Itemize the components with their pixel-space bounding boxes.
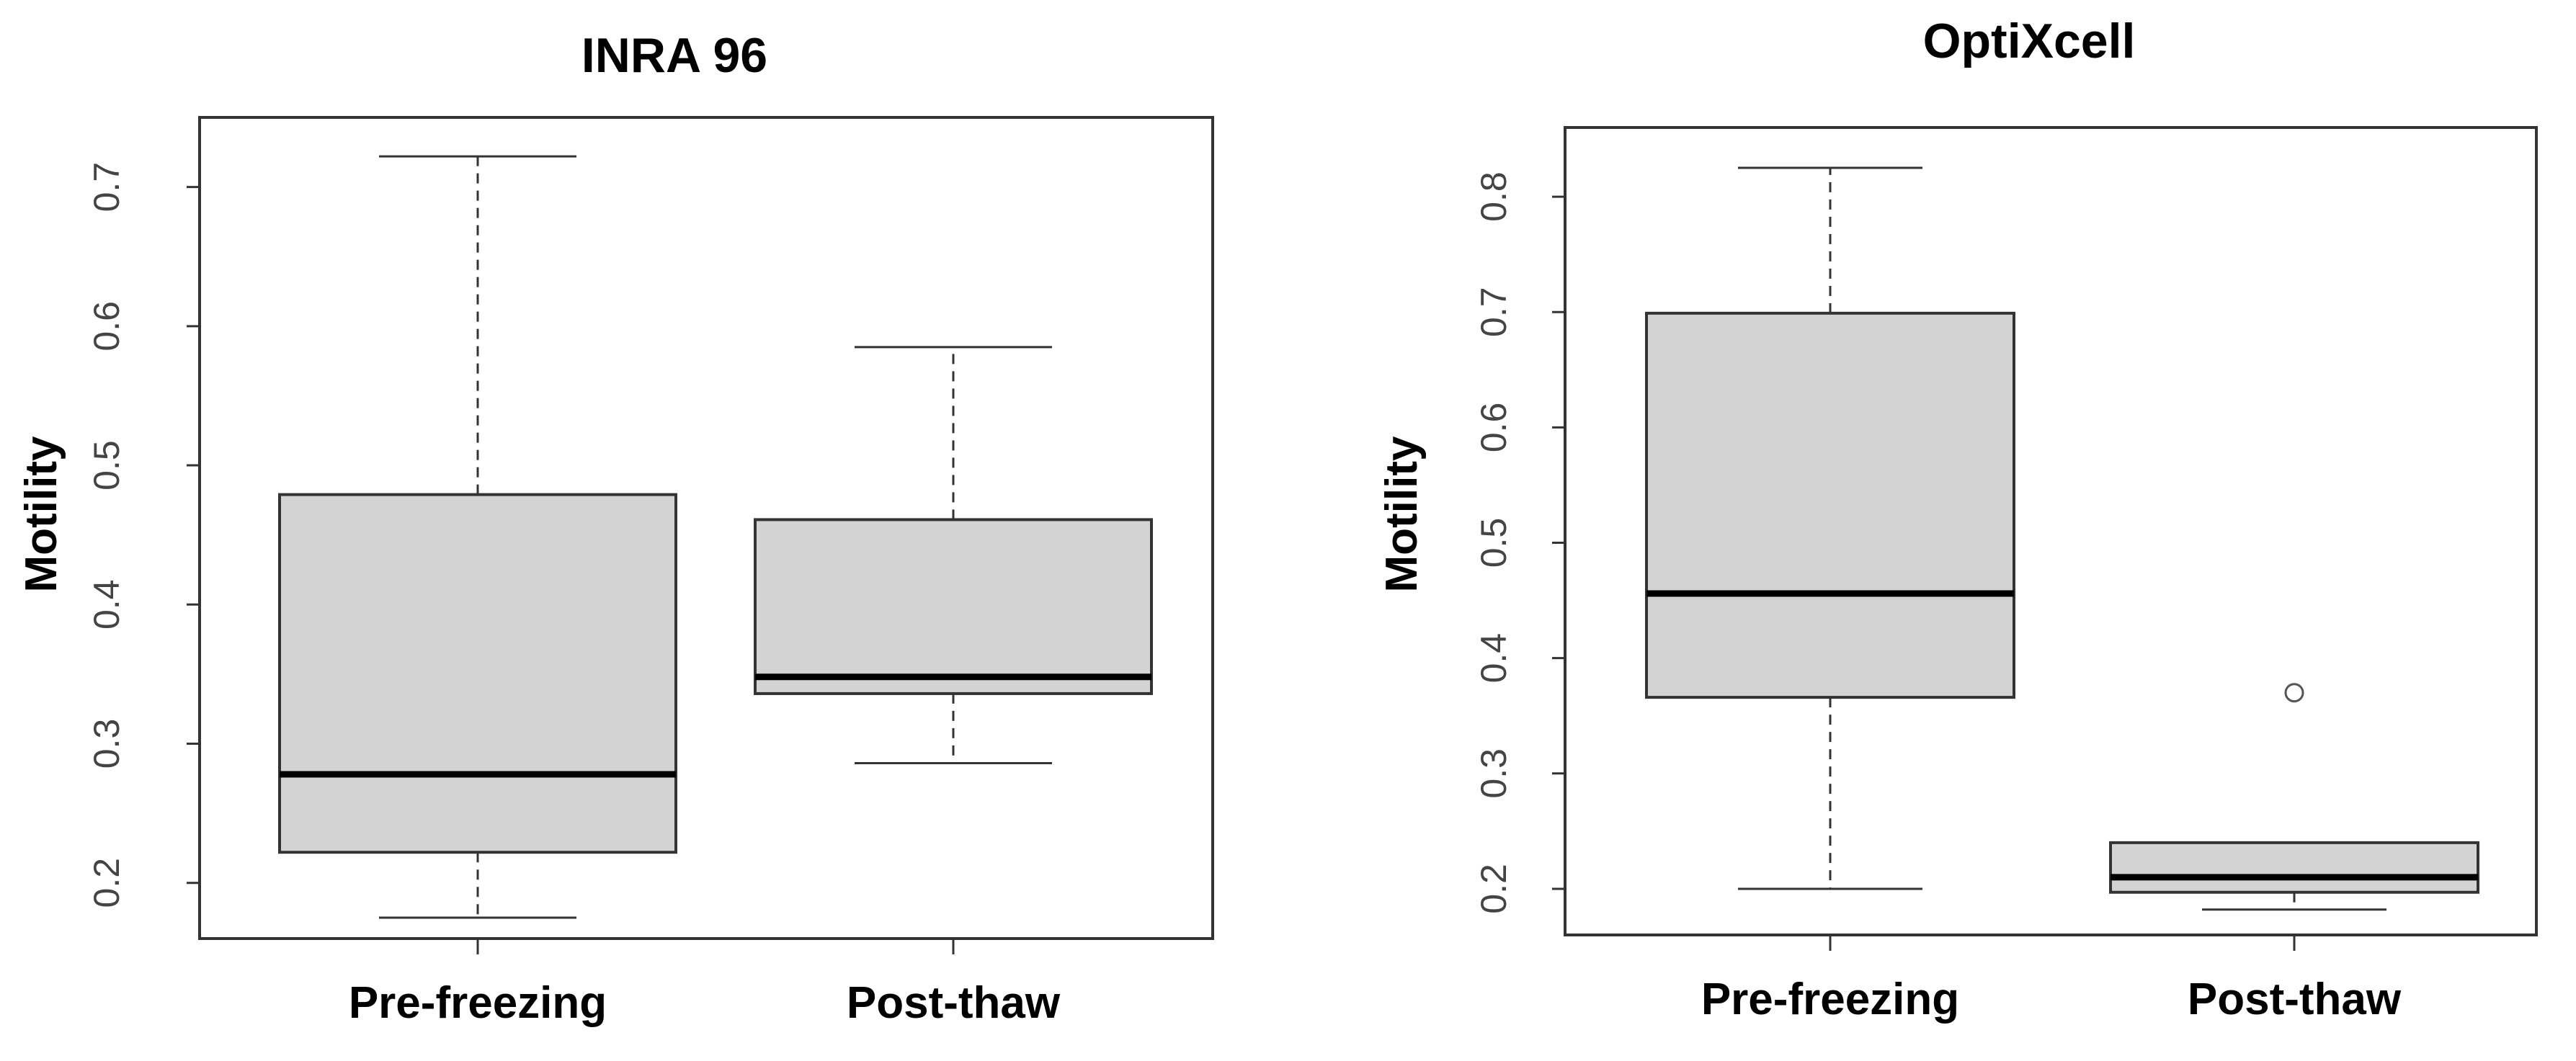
y-tick-label: 0.3 [86,719,127,769]
y-axis-label: Motility [1377,436,1427,592]
y-tick-label: 0.6 [1474,403,1514,453]
chart-title: OptiXcell [1923,14,2136,68]
y-tick-label: 0.7 [86,162,127,212]
plot-frame [1564,126,2538,936]
box-pre-freezing [1645,166,2015,890]
y-tick-label: 0.2 [86,858,127,908]
box-post-thaw [754,346,1153,765]
panel-inra96: INRA 96 Motility 0.2 0.3 0.4 0.5 0.6 0.7 Pre-… [17,28,1214,1028]
box-body [2109,841,2479,894]
y-tick-label: 0.8 [1474,171,1514,222]
box-post-thaw [2109,683,2479,911]
y-tick-label: 0.5 [1474,518,1514,568]
box-body [278,493,677,854]
chart-title: INRA 96 [581,28,767,83]
box-group [278,155,1153,919]
y-tick-label: 0.2 [1474,864,1514,914]
y-tick-label: 0.7 [1474,287,1514,337]
box-group [1645,166,2479,911]
panel-optixcell: OptiXcell Motility 0.2 0.3 0.4 0.5 0.6 0.7 0.8… [1377,14,2538,1024]
x-category-label: Pre-freezing [349,978,607,1028]
x-category-label: Post-thaw [2188,975,2402,1024]
y-tick-label: 0.5 [86,440,127,491]
box-pre-freezing [278,155,677,919]
y-axis-label: Motility [17,436,66,592]
outlier-point [2284,683,2304,703]
y-axis: 0.2 0.3 0.4 0.5 0.6 0.7 0.8 [1474,171,1565,914]
y-tick-label: 0.6 [86,301,127,352]
box-body [1645,311,2015,699]
x-axis: Pre-freezing Post-thaw [349,939,1061,1028]
x-category-label: Post-thaw [847,978,1061,1028]
y-axis: 0.2 0.3 0.4 0.5 0.6 0.7 [86,162,200,908]
y-tick-label: 0.4 [86,580,127,630]
x-category-label: Pre-freezing [1701,975,1959,1024]
x-axis: Pre-freezing Post-thaw [1701,935,2402,1024]
y-tick-label: 0.3 [1474,748,1514,799]
plot-frame [198,116,1214,940]
box-body [754,518,1153,695]
y-tick-label: 0.4 [1474,633,1514,684]
